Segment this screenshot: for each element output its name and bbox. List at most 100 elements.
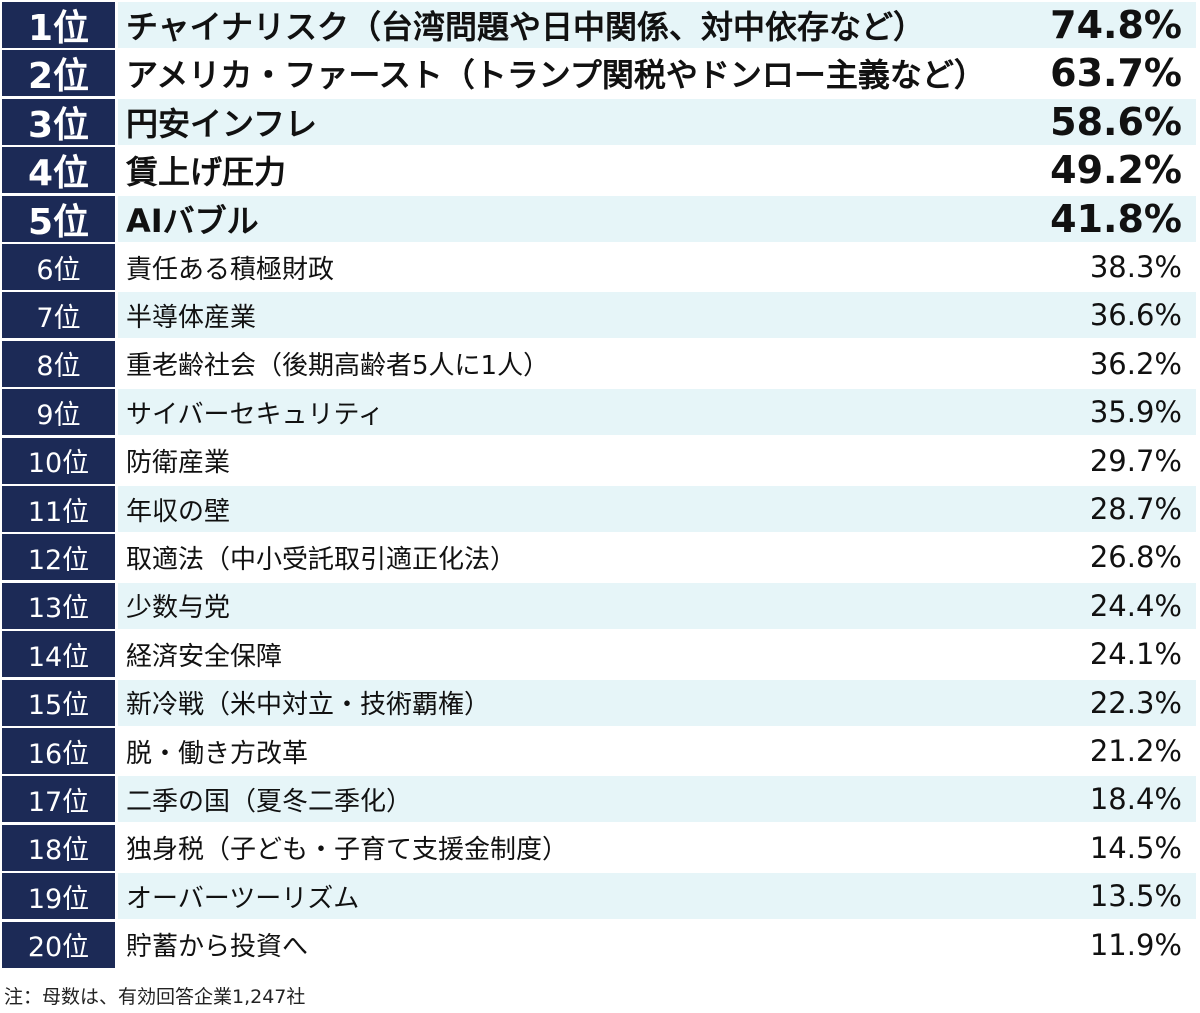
item-label: サイバーセキュリティ xyxy=(126,399,384,430)
item-value: 21.2% xyxy=(1089,734,1182,768)
item-label: 取適法（中小受託取引適正化法） xyxy=(126,544,517,575)
item-label: 新冷戦（米中対立・技術覇権） xyxy=(126,690,491,721)
item-label: 経済安全保障 xyxy=(126,641,283,672)
row-content: 取適法（中小受託取引適正化法） 26.8% xyxy=(118,534,1196,581)
table-row: 5位 AIバブル 41.8% xyxy=(0,195,1200,243)
rank-label: 20位 xyxy=(2,921,115,968)
table-row: 4位 賃上げ圧力 49.2% xyxy=(0,147,1200,194)
item-label: 貯蓄から投資へ xyxy=(126,932,309,963)
rank-label: 16位 xyxy=(2,728,115,774)
rank-label: 10位 xyxy=(2,437,115,484)
item-value: 13.5% xyxy=(1089,879,1182,914)
item-value: 18.4% xyxy=(1089,782,1182,817)
item-label: 少数与党 xyxy=(126,593,231,624)
item-label: 円安インフレ xyxy=(126,104,318,143)
rank-label: 8位 xyxy=(2,340,115,387)
item-label: AIバブル xyxy=(126,201,259,240)
item-value: 22.3% xyxy=(1089,685,1182,720)
item-value: 28.7% xyxy=(1089,492,1182,526)
row-content: 半導体産業 36.6% xyxy=(118,292,1196,339)
item-label: 半導体産業 xyxy=(126,302,257,333)
row-content: AIバブル 41.8% xyxy=(118,195,1196,242)
rank-label: 12位 xyxy=(2,534,115,581)
item-label: 防衛産業 xyxy=(126,448,231,479)
item-label: 賃上げ圧力 xyxy=(126,153,287,192)
table-row: 7位 半導体産業 36.6% xyxy=(0,292,1200,339)
row-content: オーバーツーリズム 13.5% xyxy=(118,873,1196,920)
item-value: 11.9% xyxy=(1089,927,1182,962)
rank-label: 13位 xyxy=(2,582,115,629)
item-value: 74.8% xyxy=(1050,3,1182,47)
table-row: 3位 円安インフレ 58.6% xyxy=(0,98,1200,146)
item-value: 26.8% xyxy=(1089,540,1182,575)
rank-label: 6位 xyxy=(2,244,115,290)
item-value: 41.8% xyxy=(1050,196,1182,241)
table-row: 10位 防衛産業 29.7% xyxy=(0,437,1200,484)
rank-label: 4位 xyxy=(2,147,115,194)
item-value: 49.2% xyxy=(1050,148,1182,193)
row-content: 経済安全保障 24.1% xyxy=(118,631,1196,678)
rank-label: 3位 xyxy=(2,98,115,146)
row-content: 責任ある積極財政 38.3% xyxy=(118,244,1196,290)
row-content: チャイナリスク（台湾問題や日中関係、対中依存など） 74.8% xyxy=(118,2,1196,48)
item-value: 63.7% xyxy=(1050,51,1182,96)
rank-label: 15位 xyxy=(2,679,115,726)
rank-label: 17位 xyxy=(2,776,115,823)
table-row: 18位 独身税（子ども・子育て支援金制度） 14.5% xyxy=(0,824,1200,871)
item-label: 重老齢社会（後期高齢者5人に1人） xyxy=(126,351,550,382)
table-row: 13位 少数与党 24.4% xyxy=(0,582,1200,629)
rank-label: 1位 xyxy=(2,2,115,49)
item-value: 29.7% xyxy=(1089,443,1182,478)
item-label: 責任ある積極財政 xyxy=(126,254,335,285)
table-row: 17位 二季の国（夏冬二季化） 18.4% xyxy=(0,776,1200,823)
rank-label: 9位 xyxy=(2,389,115,436)
table-row: 9位 サイバーセキュリティ 35.9% xyxy=(0,389,1200,436)
item-value: 36.2% xyxy=(1089,346,1182,381)
row-content: 円安インフレ 58.6% xyxy=(118,98,1196,145)
table-row: 14位 経済安全保障 24.1% xyxy=(0,631,1200,678)
rank-label: 7位 xyxy=(2,292,115,339)
item-label: 二季の国（夏冬二季化） xyxy=(126,786,413,817)
table-row: 12位 取適法（中小受託取引適正化法） 26.8% xyxy=(0,534,1200,581)
item-value: 36.6% xyxy=(1089,298,1182,333)
table-row: 1位 チャイナリスク（台湾問題や日中関係、対中依存など） 74.8% xyxy=(0,2,1200,49)
item-value: 58.6% xyxy=(1050,99,1182,144)
table-row: 16位 脱・働き方改革 21.2% xyxy=(0,728,1200,774)
row-content: サイバーセキュリティ 35.9% xyxy=(118,389,1196,436)
row-content: 脱・働き方改革 21.2% xyxy=(118,728,1196,774)
row-content: 賃上げ圧力 49.2% xyxy=(118,147,1196,194)
table-row: 15位 新冷戦（米中対立・技術覇権） 22.3% xyxy=(0,679,1200,726)
rank-label: 19位 xyxy=(2,873,115,920)
row-content: 貯蓄から投資へ 11.9% xyxy=(118,921,1196,968)
rank-label: 2位 xyxy=(2,50,115,97)
item-value: 35.9% xyxy=(1089,395,1182,430)
item-label: アメリカ・ファースト（トランプ関税やドンロー主義など） xyxy=(126,56,986,95)
item-label: オーバーツーリズム xyxy=(126,883,360,914)
footnote: 注：母数は、有効回答企業1,247社 xyxy=(4,986,306,1008)
item-value: 14.5% xyxy=(1089,830,1182,865)
rank-label: 11位 xyxy=(2,486,115,532)
item-value: 38.3% xyxy=(1089,250,1182,284)
table-row: 19位 オーバーツーリズム 13.5% xyxy=(0,873,1200,920)
table-row: 11位 年収の壁 28.7% xyxy=(0,486,1200,532)
row-content: 年収の壁 28.7% xyxy=(118,486,1196,532)
row-content: 重老齢社会（後期高齢者5人に1人） 36.2% xyxy=(118,340,1196,387)
row-content: アメリカ・ファースト（トランプ関税やドンロー主義など） 63.7% xyxy=(118,50,1196,97)
ranking-table: 1位 チャイナリスク（台湾問題や日中関係、対中依存など） 74.8% 2位 アメリカ・フ… xyxy=(0,2,1200,968)
row-content: 新冷戦（米中対立・技術覇権） 22.3% xyxy=(118,679,1196,726)
rank-label: 18位 xyxy=(2,824,115,871)
row-content: 独身税（子ども・子育て支援金制度） 14.5% xyxy=(118,824,1196,871)
item-value: 24.4% xyxy=(1089,588,1182,623)
table-row: 20位 貯蓄から投資へ 11.9% xyxy=(0,921,1200,968)
item-label: 年収の壁 xyxy=(126,496,231,527)
row-content: 防衛産業 29.7% xyxy=(118,437,1196,484)
table-row: 8位 重老齢社会（後期高齢者5人に1人） 36.2% xyxy=(0,340,1200,387)
table-row: 6位 責任ある積極財政 38.3% xyxy=(0,244,1200,290)
rank-label: 5位 xyxy=(2,195,115,243)
item-value: 24.1% xyxy=(1089,637,1182,672)
rank-label: 14位 xyxy=(2,631,115,678)
item-label: チャイナリスク（台湾問題や日中関係、対中依存など） xyxy=(126,8,926,46)
table-row: 2位 アメリカ・ファースト（トランプ関税やドンロー主義など） 63.7% xyxy=(0,50,1200,97)
row-content: 少数与党 24.4% xyxy=(118,582,1196,629)
item-label: 独身税（子ども・子育て支援金制度） xyxy=(126,835,569,866)
